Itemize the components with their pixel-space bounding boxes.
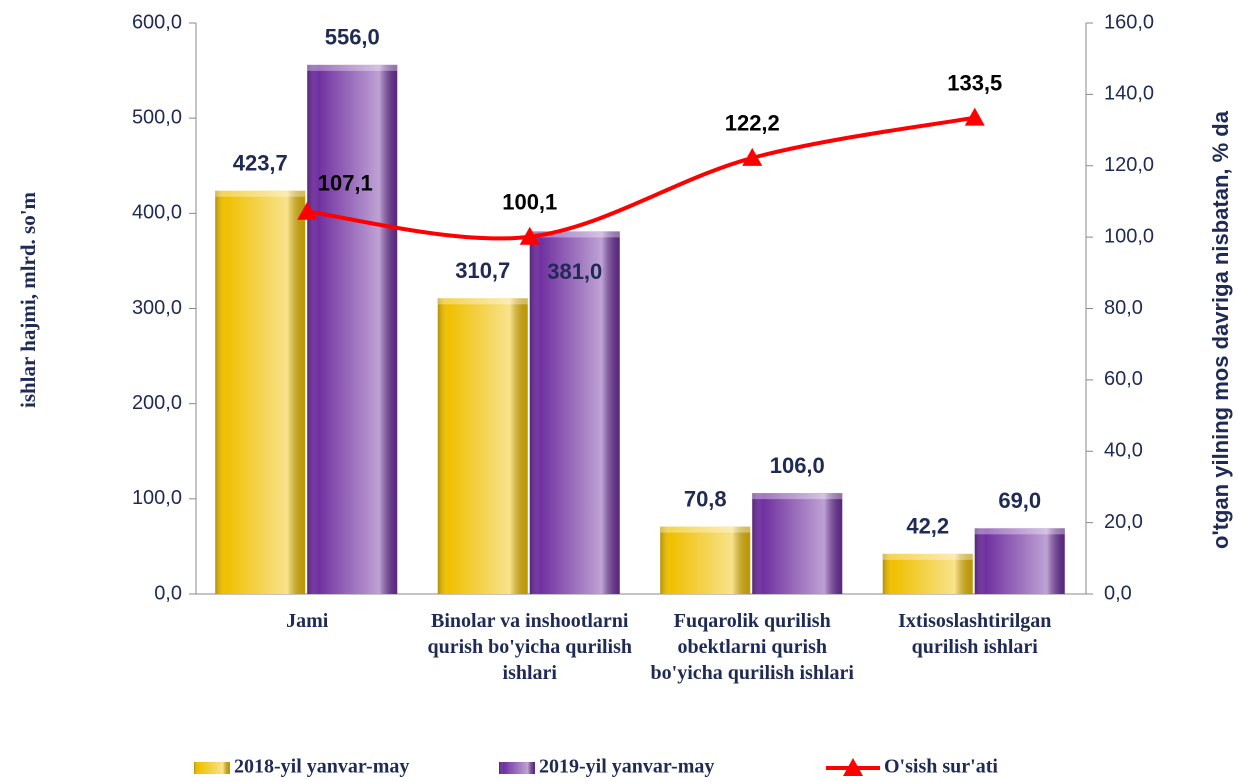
y2-tick-label: 40,0 bbox=[1104, 440, 1143, 462]
bar-shine bbox=[215, 190, 306, 594]
legend-label: O'sish sur'ati bbox=[884, 756, 998, 778]
legend-swatch-shine bbox=[194, 762, 230, 774]
line-marker bbox=[964, 107, 985, 126]
line-value-label: 100,1 bbox=[502, 190, 557, 215]
bar-value-label: 381,0 bbox=[547, 259, 602, 284]
y-tick-label: 400,0 bbox=[132, 202, 182, 224]
legend-label: 2019-yil yanvar-may bbox=[539, 756, 714, 778]
bar-shine bbox=[974, 528, 1065, 594]
y2-tick-label: 100,0 bbox=[1104, 225, 1154, 247]
bar-top bbox=[529, 231, 620, 238]
x-tick-label: Binolar va inshootlarni qurish bo'yicha … bbox=[427, 610, 633, 684]
bar-top bbox=[437, 298, 528, 305]
line-value-label: 107,1 bbox=[318, 171, 373, 196]
bar-shine bbox=[882, 553, 973, 594]
bar-top bbox=[974, 528, 1065, 535]
bar-top bbox=[307, 64, 398, 71]
bar-top bbox=[215, 190, 306, 197]
y-tick-label: 500,0 bbox=[132, 106, 182, 128]
y2-tick-label: 60,0 bbox=[1104, 368, 1143, 390]
y-axis-title: ishlar hajmi, mlrd. so'm bbox=[16, 191, 40, 408]
x-tick-label: Jami bbox=[286, 610, 329, 632]
y-tick-label: 100,0 bbox=[132, 487, 182, 509]
bar-value-label: 423,7 bbox=[233, 151, 288, 176]
bar-shine bbox=[660, 526, 751, 594]
x-tick-label: Fuqarolik qurilish obektlarni qurish bo'… bbox=[650, 610, 854, 684]
line bbox=[307, 115, 976, 241]
bar-shine bbox=[307, 64, 398, 594]
bar-top bbox=[882, 553, 973, 560]
bar-top bbox=[752, 493, 843, 500]
x-tick-label: Ixtisoslashtirilgan qurilish ishlari bbox=[898, 610, 1052, 658]
y2-tick-label: 80,0 bbox=[1104, 297, 1143, 319]
line-value-label: 122,2 bbox=[725, 111, 780, 136]
y2-tick-label: 160,0 bbox=[1104, 11, 1154, 33]
bar-value-label: 310,7 bbox=[455, 258, 510, 283]
y-tick-label: 600,0 bbox=[132, 11, 182, 33]
y2-axis-title: o'tgan yilning mos davriga nisbatan, % d… bbox=[1208, 110, 1233, 549]
line-value-label: 133,5 bbox=[947, 70, 1002, 95]
line-marker bbox=[297, 201, 318, 220]
legend-label: 2018-yil yanvar-may bbox=[234, 756, 409, 778]
y2-tick-label: 140,0 bbox=[1104, 83, 1154, 105]
y2-tick-label: 120,0 bbox=[1104, 154, 1154, 176]
line-marker bbox=[742, 147, 763, 166]
bar-top bbox=[660, 526, 751, 533]
bar-value-label: 42,2 bbox=[906, 514, 949, 539]
y2-tick-label: 0,0 bbox=[1104, 582, 1132, 604]
line-marker bbox=[519, 226, 540, 245]
y-tick-label: 0,0 bbox=[154, 582, 182, 604]
legend-swatch-shine bbox=[499, 762, 535, 774]
bar-value-label: 556,0 bbox=[325, 25, 380, 50]
bar-shine bbox=[529, 231, 620, 595]
bar-value-label: 106,0 bbox=[770, 453, 825, 478]
bar-value-label: 69,0 bbox=[998, 488, 1041, 513]
y2-tick-label: 20,0 bbox=[1104, 511, 1143, 533]
y-tick-label: 200,0 bbox=[132, 392, 182, 414]
bar-value-label: 70,8 bbox=[684, 486, 727, 511]
bar-shine bbox=[752, 493, 843, 594]
bar-shine bbox=[437, 298, 528, 594]
legend-marker bbox=[843, 758, 863, 776]
y-tick-label: 300,0 bbox=[132, 297, 182, 319]
